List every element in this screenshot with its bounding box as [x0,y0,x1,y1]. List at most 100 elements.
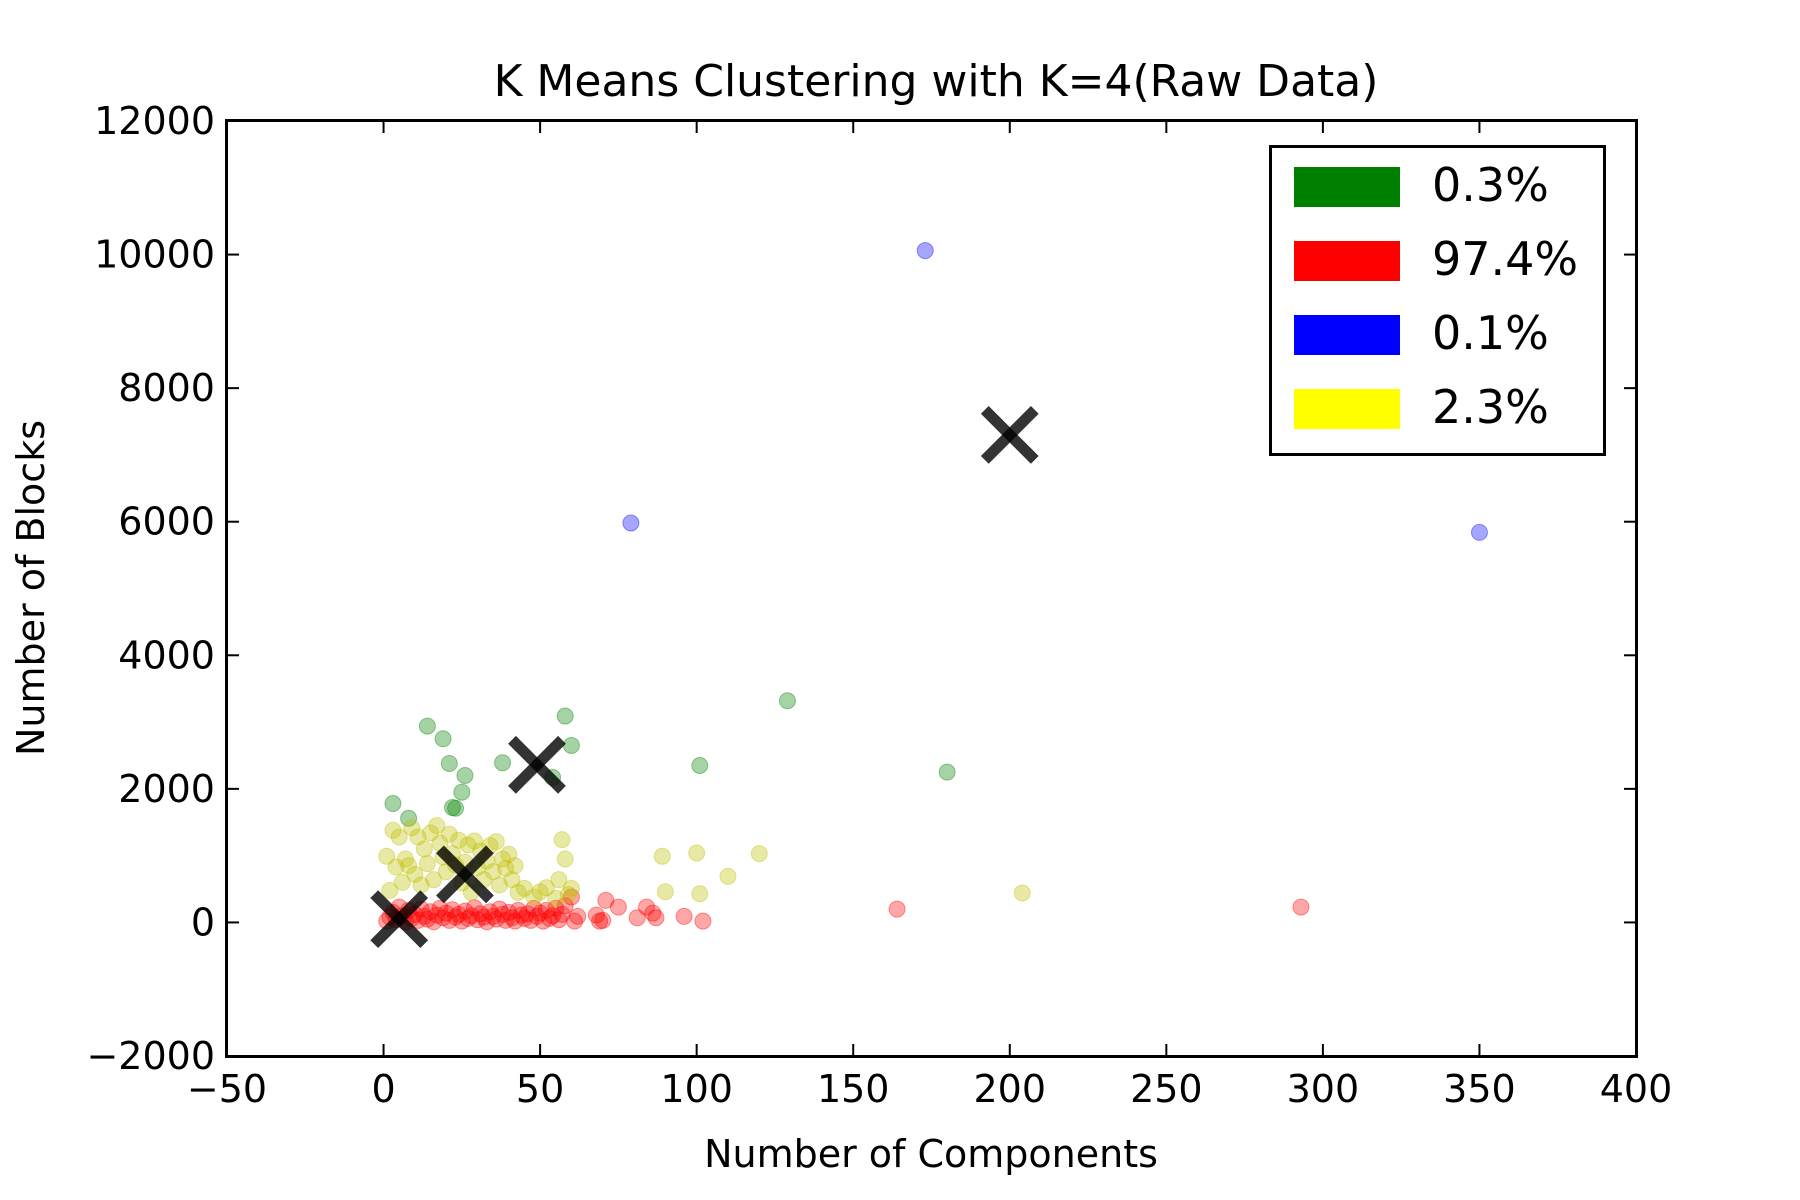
data-point [437,863,455,881]
data-point [688,844,706,862]
data-point [409,911,427,929]
data-point [522,911,540,929]
y-axis: −2000 0 2000 4000 6000 8000 10000 12000 [86,99,1636,1078]
data-point [537,879,555,897]
data-point [500,845,518,863]
data-point [387,858,405,876]
data-point [653,847,671,865]
data-point [916,242,934,260]
data-point [500,903,518,921]
data-point [465,899,483,917]
data-point [525,899,543,917]
legend-label: 2.3% [1432,380,1549,434]
data-point [487,910,505,928]
data-point [628,909,646,927]
data-point [396,850,414,868]
data-point [750,845,768,863]
data-point [1013,884,1031,902]
data-point [494,850,512,868]
centroid-marker [436,845,494,904]
y-tick-label: 10000 [94,233,215,277]
data-point [622,514,640,532]
data-point [691,885,709,903]
data-point [562,888,580,906]
data-point [719,867,737,885]
x-tick-label: 100 [660,1067,733,1111]
data-point [888,900,906,918]
data-point [497,911,515,929]
data-point [384,821,402,839]
data-point [553,905,571,923]
data-point [525,888,543,906]
data-point [647,909,665,927]
data-point [378,847,396,865]
y-tick-label: −2000 [86,1034,215,1078]
data-point [381,881,399,899]
data-point [528,907,546,925]
data-point [506,857,524,875]
data-point [468,911,486,929]
y-axis-label: Number of Blocks [9,420,53,756]
data-point [422,824,440,842]
data-point [569,907,587,925]
data-point [440,825,458,843]
data-point [428,906,446,924]
data-point [534,912,552,930]
y-tick-label: 6000 [118,500,215,544]
y-tick-label: 2000 [118,767,215,811]
data-point [778,692,796,710]
data-point [556,897,574,915]
data-point [453,912,471,930]
data-point [691,756,709,774]
data-point [447,799,465,817]
data-point [1292,898,1310,916]
data-point [587,906,605,924]
data-point [478,913,496,931]
data-point [938,763,956,781]
data-point [481,903,499,921]
data-point [597,891,615,909]
data-point [422,903,440,921]
data-point [484,907,502,925]
data-point [675,907,693,925]
data-point [550,911,568,929]
data-point [547,899,565,917]
data-point [459,909,477,927]
legend-label: 97.4% [1432,232,1578,286]
data-point [644,904,662,922]
legend-label: 0.1% [1432,306,1549,360]
data-point [494,754,512,772]
plot-frame [225,119,1638,1058]
data-point [544,907,562,925]
data-point [484,863,502,881]
legend-swatch [1294,167,1400,207]
x-tick-label: 50 [516,1067,564,1111]
data-point [556,707,574,725]
data-point [418,717,436,735]
data-point [443,901,461,919]
data-point [591,912,609,930]
data-point [456,902,474,920]
y-tick-label: 0 [191,900,215,944]
data-point [437,904,455,922]
data-point [459,836,477,854]
data-point [694,912,712,930]
data-point [503,871,521,889]
x-tick-label: 300 [1287,1067,1360,1111]
centroid-marker [508,735,566,794]
centroid-marker [370,890,429,948]
data-point [431,899,449,917]
data-point [541,909,559,927]
x-tick-label: −50 [187,1067,267,1111]
data-point [415,840,433,858]
x-tick-label: 350 [1443,1067,1516,1111]
chart-title: K Means Clustering with K=4(Raw Data) [494,56,1379,107]
data-point [556,850,574,868]
data-point [440,911,458,929]
data-point [562,736,580,754]
data-point [506,912,524,930]
data-point [509,901,527,919]
data-point [509,883,527,901]
data-point [447,908,465,926]
data-point [503,909,521,927]
